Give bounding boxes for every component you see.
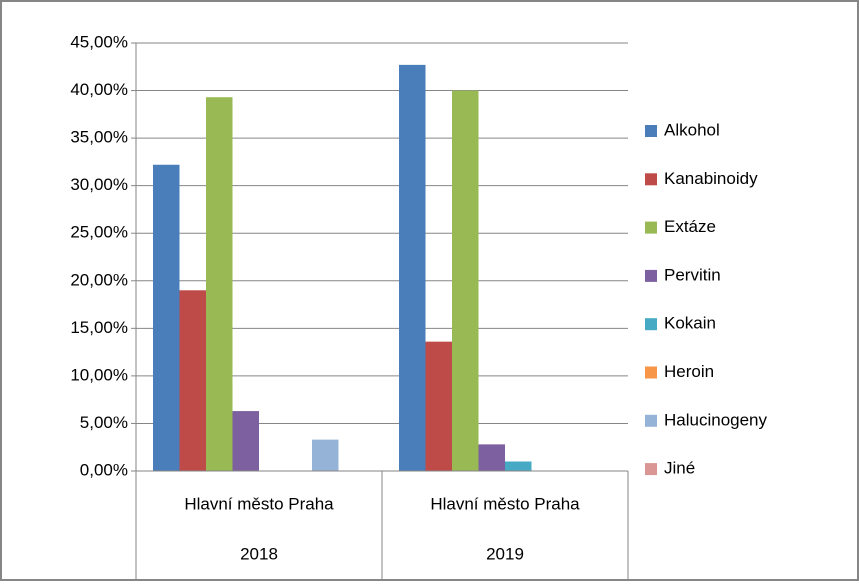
y-tick-label: 10,00% <box>70 365 128 384</box>
x-group-label: 2018 <box>240 544 278 563</box>
legend-swatch <box>645 269 657 282</box>
legend-label: Kokain <box>664 314 716 333</box>
y-tick-label: 5,00% <box>80 413 128 432</box>
legend-swatch <box>645 173 657 186</box>
legend-label: Heroin <box>664 362 714 381</box>
x-group-label: 2019 <box>486 544 524 563</box>
x-tick-label: Hlavní město Praha <box>430 494 580 513</box>
bar <box>179 290 206 471</box>
y-tick-label: 0,00% <box>80 460 128 479</box>
y-tick-label: 35,00% <box>70 128 128 147</box>
bar <box>399 64 426 472</box>
legend-swatch <box>645 221 657 234</box>
legend-swatch <box>645 125 657 137</box>
y-tick-label: 20,00% <box>70 270 128 289</box>
legend-label: Extáze <box>664 217 716 236</box>
legend-label: Kanabinoidy <box>664 169 758 188</box>
legend-swatch <box>645 414 657 427</box>
x-tick-label: Hlavní město Praha <box>184 494 334 513</box>
y-tick-label: 30,00% <box>70 175 128 194</box>
legend-label: Halucinogeny <box>664 410 768 429</box>
legend-label: Alkohol <box>664 120 720 139</box>
bar <box>206 97 233 472</box>
bar <box>153 164 180 471</box>
bar <box>505 461 532 471</box>
bar <box>478 444 505 471</box>
y-tick-label: 15,00% <box>70 318 128 337</box>
bar <box>232 411 259 471</box>
legend-swatch <box>645 318 657 331</box>
bar <box>312 439 339 471</box>
y-tick-label: 25,00% <box>70 223 128 242</box>
legend-label: Jiné <box>664 459 695 478</box>
bar <box>425 341 452 471</box>
legend-swatch <box>645 366 657 379</box>
bar <box>452 90 479 472</box>
y-tick-label: 45,00% <box>70 32 128 51</box>
legend-label: Pervitin <box>664 265 721 284</box>
legend-swatch <box>645 463 657 476</box>
y-tick-label: 40,00% <box>70 80 128 99</box>
